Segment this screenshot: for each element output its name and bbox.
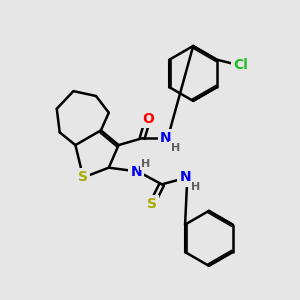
Text: N: N — [179, 170, 191, 184]
Text: H: H — [171, 143, 180, 153]
Text: H: H — [190, 182, 200, 192]
Text: N: N — [160, 131, 172, 145]
Text: N: N — [130, 165, 142, 178]
Text: Cl: Cl — [233, 58, 248, 72]
Text: S: S — [147, 197, 157, 211]
Text: S: S — [78, 170, 88, 184]
Text: H: H — [141, 159, 151, 169]
Text: O: O — [142, 112, 154, 126]
